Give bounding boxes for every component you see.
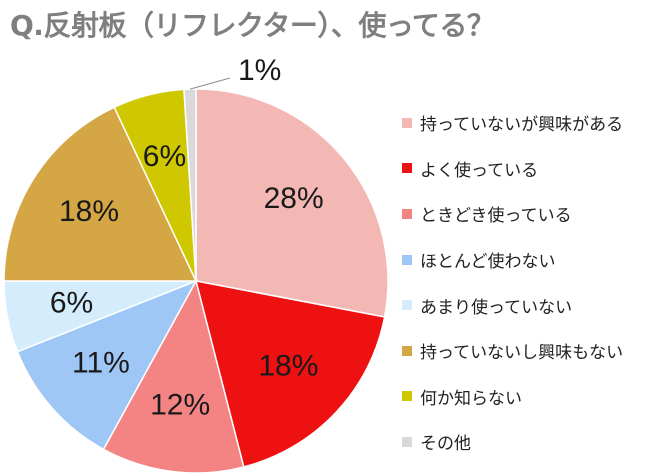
data-label: 28% xyxy=(264,182,324,215)
legend-label: ときどき使っている xyxy=(420,206,572,227)
legend-swatch xyxy=(402,208,412,219)
legend-item: 何か知らない xyxy=(402,374,623,420)
legend-swatch xyxy=(402,254,412,265)
legend-item: ほとんど使わない xyxy=(402,237,623,283)
legend-item: その他 xyxy=(402,419,623,465)
data-label: 6% xyxy=(50,287,93,320)
legend-swatch xyxy=(402,300,412,311)
legend-label: 持っていないが興味がある xyxy=(420,115,624,136)
pie-slice xyxy=(195,88,389,318)
legend-label: あまり使っていない xyxy=(420,297,573,318)
data-label: 18% xyxy=(59,195,119,228)
legend-swatch xyxy=(402,163,412,174)
legend-swatch xyxy=(402,345,412,356)
legend-item: あまり使っていない xyxy=(402,282,623,328)
pie-slice xyxy=(16,279,198,451)
legend-label: 何か知らない xyxy=(420,388,522,409)
data-label: 11% xyxy=(72,347,130,380)
chart-title: Q.反射板（リフレクター）、使ってる？ xyxy=(10,9,495,42)
legend-label: 持っていないし興味もない xyxy=(420,343,624,364)
legend-item: 持っていないし興味もない xyxy=(402,328,623,374)
legend-swatch xyxy=(402,436,412,447)
legend-label: その他 xyxy=(420,434,471,455)
legend-swatch xyxy=(402,117,412,128)
data-label: 12% xyxy=(150,389,210,422)
legend-swatch xyxy=(402,391,412,402)
data-label: 18% xyxy=(258,350,318,383)
pie-slice xyxy=(3,106,198,282)
pie-slice xyxy=(102,278,245,474)
legend: 持っていないが興味がある よく使っているときどき使っている ほとんど使わない あまり使… xyxy=(402,100,623,465)
pie-slice xyxy=(183,88,197,282)
legend-label: よく使っている xyxy=(420,160,539,181)
data-label: 1% xyxy=(238,54,281,87)
legend-item: よく使っている xyxy=(402,146,623,192)
legend-item: ときどき使っている xyxy=(402,191,623,237)
data-label: 6% xyxy=(143,140,186,173)
legend-item: 持っていないが興味がある xyxy=(402,100,623,146)
legend-label: ほとんど使わない xyxy=(420,252,556,273)
pie-slice xyxy=(194,280,386,468)
leader-line xyxy=(189,77,231,90)
